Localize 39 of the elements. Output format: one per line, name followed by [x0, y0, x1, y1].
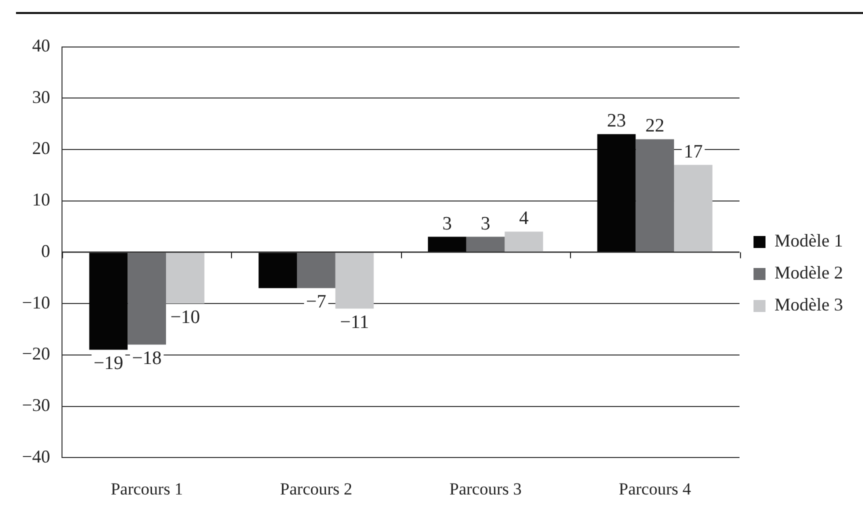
bar	[89, 252, 128, 350]
legend-label: Modèle 3	[774, 294, 843, 315]
data-label: −7	[306, 292, 326, 313]
x-tick-label: Parcours 3	[449, 479, 522, 498]
y-tick-label: 40	[32, 36, 50, 56]
data-label: 22	[645, 116, 664, 137]
legend-label: Modèle 1	[774, 230, 843, 251]
data-label: −10	[170, 307, 200, 328]
y-tick-label: −20	[22, 344, 50, 364]
data-label: 23	[606, 110, 626, 132]
bar	[466, 236, 505, 252]
y-tick-label: −10	[22, 292, 50, 312]
y-tick-label: 0	[41, 240, 50, 261]
bar	[258, 252, 297, 288]
y-tick-label: 20	[32, 138, 50, 158]
bar	[636, 139, 674, 252]
bar	[597, 134, 636, 252]
bar	[166, 252, 204, 304]
data-label: −11	[340, 312, 370, 334]
data-label: 3	[480, 213, 490, 234]
x-tick-label: Parcours 1	[110, 479, 183, 498]
bar	[128, 252, 166, 345]
y-tick-label: 30	[32, 86, 50, 107]
x-tick-label: Parcours 2	[280, 479, 352, 498]
bar	[296, 252, 336, 288]
data-label: −18	[132, 348, 162, 370]
data-label: 17	[684, 141, 703, 162]
bar	[504, 232, 544, 252]
y-tick-label: −30	[22, 394, 50, 415]
data-label: −19	[94, 353, 124, 374]
bar	[674, 164, 712, 252]
y-tick-label: −40	[22, 446, 50, 466]
data-label: 4	[519, 208, 530, 230]
x-tick-label: Parcours 4	[618, 479, 692, 498]
bar	[428, 236, 466, 252]
bar	[335, 252, 374, 309]
y-tick-label: 10	[32, 190, 50, 210]
legend-label: Modèle 2	[774, 262, 843, 283]
data-label: 3	[442, 213, 452, 234]
